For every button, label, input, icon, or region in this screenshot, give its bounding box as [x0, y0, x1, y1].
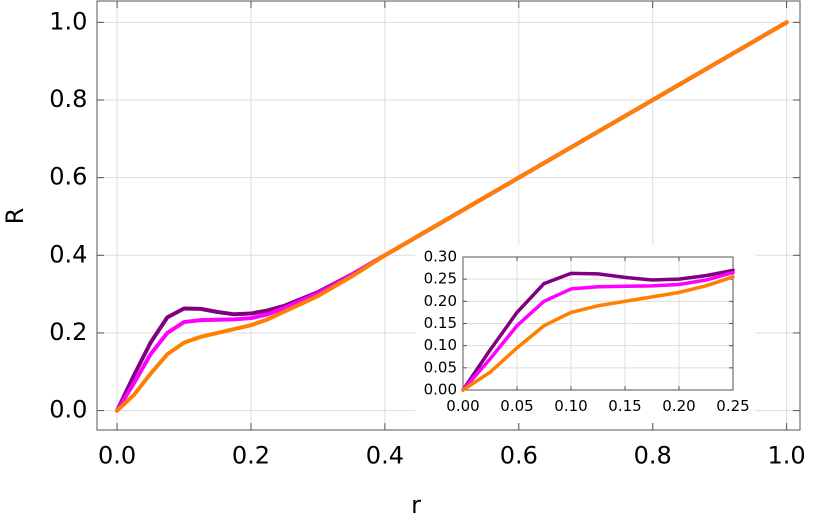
x-tick-label: 0.15 — [608, 397, 641, 415]
y-tick-label: 0.30 — [424, 248, 457, 266]
y-tick-label: 1.0 — [49, 7, 87, 35]
line — [461, 275, 735, 392]
y-tick-label: 0.0 — [49, 396, 87, 424]
y-tick-label: 0.10 — [424, 336, 457, 354]
y-tick-label: 0.15 — [424, 314, 457, 332]
line — [461, 268, 735, 392]
x-tick-label: 0.8 — [634, 441, 672, 469]
x-tick-label: 0.2 — [232, 441, 270, 469]
line — [461, 270, 735, 392]
line — [115, 20, 789, 413]
plot-frame — [96, 0, 801, 431]
x-tick-label: 1.0 — [768, 441, 806, 469]
y-axis-label: R — [1, 208, 29, 225]
y-tick-label: 0.05 — [424, 358, 457, 376]
x-tick-label: 0.4 — [366, 441, 404, 469]
x-axis-label: r — [411, 491, 421, 519]
x-tick-label: 0.20 — [662, 397, 695, 415]
y-tick-label: 0.00 — [424, 381, 457, 399]
x-tick-label: 0.05 — [500, 397, 533, 415]
y-tick-label: 0.2 — [49, 318, 87, 346]
y-tick-label: 0.25 — [424, 270, 457, 288]
x-tick-label: 0.25 — [716, 397, 749, 415]
y-tick-label: 0.8 — [49, 85, 87, 113]
plot-frame — [462, 256, 734, 391]
x-tick-label: 0.6 — [500, 441, 538, 469]
x-tick-label: 0.0 — [98, 441, 136, 469]
y-tick-label: 0.6 — [49, 163, 87, 191]
x-tick-label: 0.00 — [446, 397, 479, 415]
y-tick-label: 0.4 — [49, 240, 87, 268]
y-tick-label: 0.20 — [424, 292, 457, 310]
x-tick-label: 0.10 — [554, 397, 587, 415]
